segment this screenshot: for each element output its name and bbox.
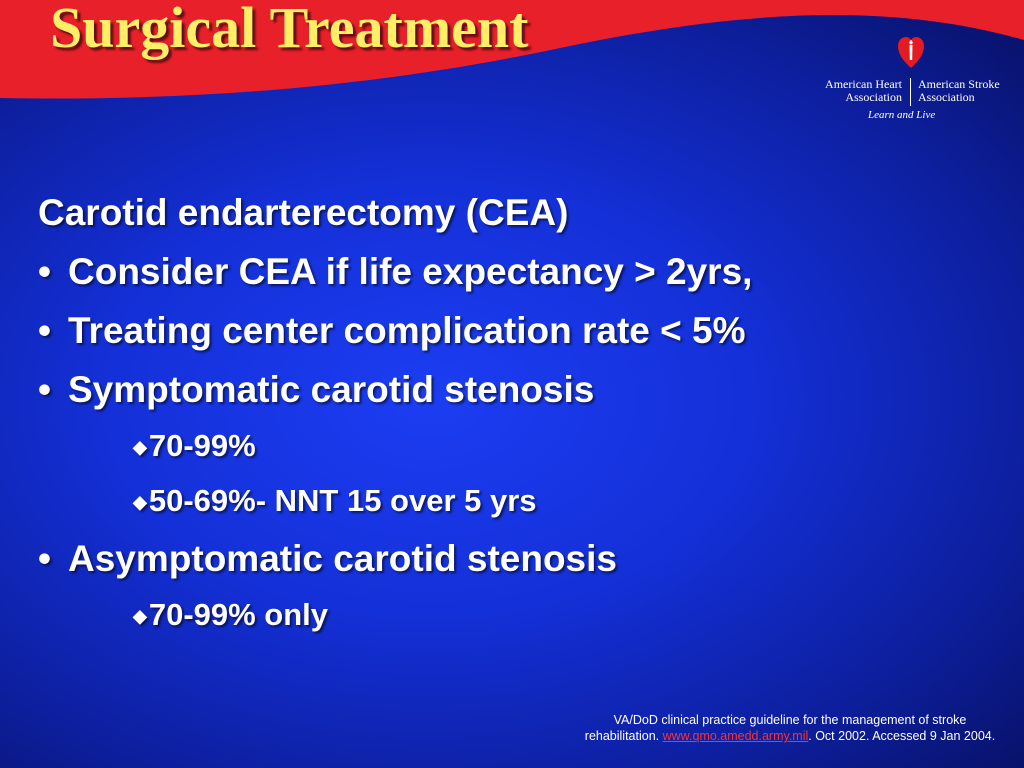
- diamond-bullet-icon: ◆: [133, 606, 147, 626]
- slide-title: Surgical Treatment: [50, 0, 529, 60]
- logo-divider: [910, 78, 911, 106]
- citation-link[interactable]: www.qmo.amedd.army.mil: [662, 729, 809, 743]
- diamond-bullet-icon: ◆: [133, 492, 147, 512]
- bullet-dot-icon: •: [38, 538, 51, 579]
- title-band: [0, 0, 1024, 99]
- aha-asa-logo: American Heart Association American Stro…: [808, 36, 1016, 126]
- bullet-dot-icon: •: [38, 310, 51, 351]
- section-heading: Carotid endarterectomy (CEA): [38, 192, 569, 233]
- sub-bullet-item: ◆70-99%: [133, 428, 256, 463]
- bullet-dot-icon: •: [38, 251, 51, 292]
- sub-bullet-item: ◆70-99% only: [133, 597, 329, 632]
- slide-body: Carotid endarterectomy (CEA) • Consider …: [38, 184, 752, 643]
- diamond-bullet-icon: ◆: [133, 437, 147, 457]
- citation: VA/DoD clinical practice guideline for t…: [584, 713, 996, 743]
- bullet-dot-icon: •: [38, 369, 51, 410]
- sub-bullet-item: ◆50-69%- NNT 15 over 5 yrs: [133, 483, 537, 518]
- bullet-item: • Consider CEA if life expectancy > 2yrs…: [38, 242, 752, 301]
- bullet-item: • Symptomatic carotid stenosis: [38, 360, 752, 419]
- heart-torch-icon: [898, 37, 924, 68]
- bullet-item: • Treating center complication rate < 5%: [38, 301, 752, 360]
- asa-wordmark: American Stroke Association: [918, 77, 1000, 104]
- logo-tagline: Learn and Live: [868, 109, 936, 121]
- aha-wordmark: American Heart Association: [825, 77, 902, 104]
- bullet-item: • Asymptomatic carotid stenosis: [38, 529, 752, 588]
